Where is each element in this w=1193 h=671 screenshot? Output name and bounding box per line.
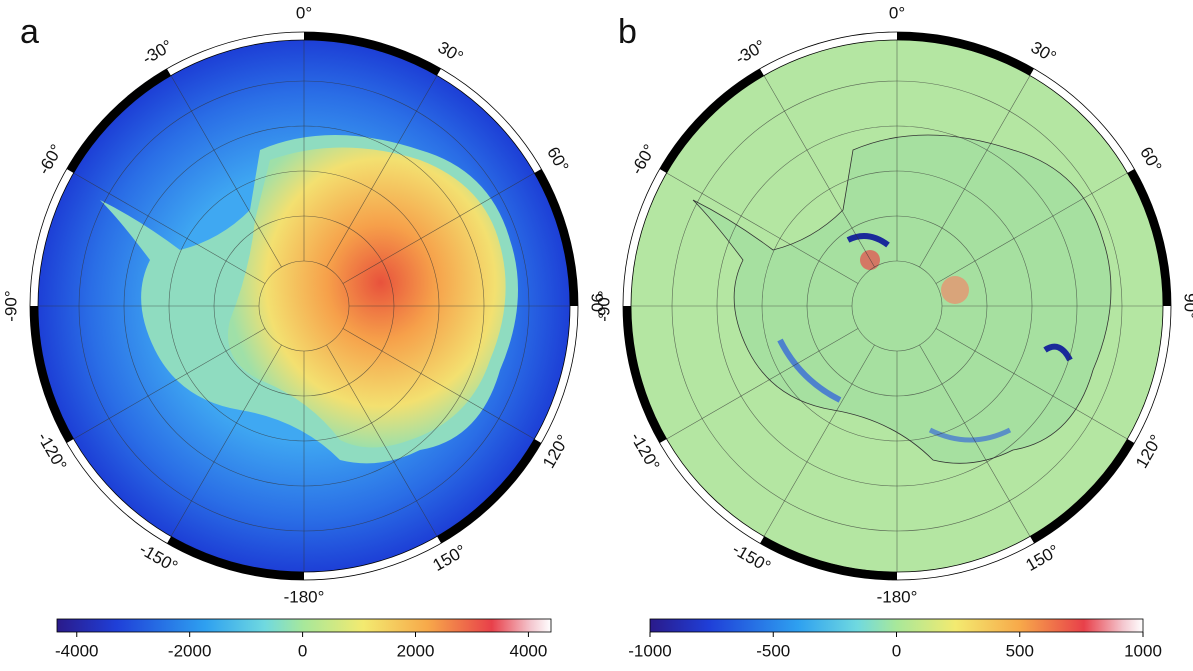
colorbar-tick-label: -4000 — [55, 641, 98, 660]
longitude-label: 90° — [1181, 293, 1193, 319]
longitude-label: -60° — [627, 141, 659, 178]
panel-label: a — [20, 13, 39, 51]
longitude-label: 30° — [435, 38, 467, 67]
longitude-label: -180° — [284, 587, 325, 606]
colorbar-tick-label: -1000 — [628, 641, 671, 660]
colorbar-tick-label: 0 — [892, 641, 901, 660]
longitude-label: 30° — [1028, 38, 1060, 67]
longitude-label: 60° — [1136, 144, 1165, 176]
longitude-label: -60° — [34, 141, 66, 178]
colorbar-tick-label: 500 — [1006, 641, 1034, 660]
colorbar-tick-label: 1000 — [1124, 641, 1162, 660]
longitude-label: -90° — [594, 290, 613, 321]
colorbar-tick-label: 2000 — [397, 641, 435, 660]
longitude-label: 60° — [543, 144, 572, 176]
colorbar — [57, 619, 551, 632]
colorbar — [650, 619, 1143, 632]
figure: a b 0°30°60°90°120°150°-180°-150°-120°-9… — [0, 0, 1193, 666]
longitude-label: -30° — [139, 36, 176, 68]
colorbar-tick-label: 0 — [298, 641, 307, 660]
longitude-label: 0° — [889, 3, 905, 22]
longitude-label: -30° — [732, 36, 769, 68]
longitude-label: 0° — [296, 3, 312, 22]
colorbar-tick-label: 4000 — [510, 641, 548, 660]
longitude-label: -90° — [1, 290, 20, 321]
longitude-label: -180° — [877, 587, 918, 606]
colorbar-tick-label: -2000 — [168, 641, 211, 660]
colorbar-tick-label: -500 — [756, 641, 790, 660]
panel-label: b — [618, 13, 637, 51]
